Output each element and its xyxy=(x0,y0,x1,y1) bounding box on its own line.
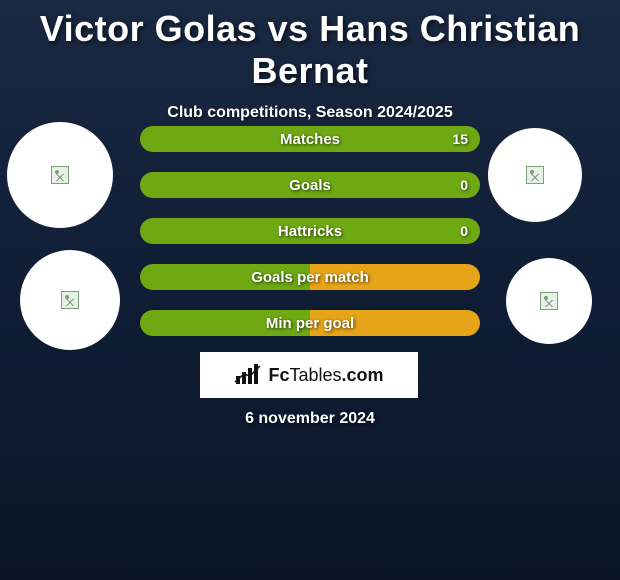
stat-bar: Hattricks 0 xyxy=(140,218,480,244)
stat-value-right: 15 xyxy=(452,126,468,152)
stat-value-right: 0 xyxy=(460,172,468,198)
image-placeholder-icon xyxy=(51,166,69,184)
stat-label: Matches xyxy=(280,131,340,148)
player2-photo xyxy=(488,128,582,222)
stat-label: Goals per match xyxy=(251,269,369,286)
stat-label: Hattricks xyxy=(278,223,342,240)
generation-date: 6 november 2024 xyxy=(0,410,620,428)
image-placeholder-icon xyxy=(540,292,558,310)
image-placeholder-icon xyxy=(61,291,79,309)
stat-label: Goals xyxy=(289,177,331,194)
bars-chart-icon xyxy=(234,364,262,386)
stat-label: Min per goal xyxy=(266,315,354,332)
brand-text: FcTables.com xyxy=(268,365,383,386)
player1-club-logo xyxy=(20,250,120,350)
page-title: Victor Golas vs Hans Christian Bernat xyxy=(0,0,620,92)
infographic-root: Victor Golas vs Hans Christian Bernat Cl… xyxy=(0,0,620,580)
image-placeholder-icon xyxy=(526,166,544,184)
stat-value-right: 0 xyxy=(460,218,468,244)
stat-bar: Goals 0 xyxy=(140,172,480,198)
page-subtitle: Club competitions, Season 2024/2025 xyxy=(0,104,620,122)
stats-bars: Matches 15 Goals 0 Hattricks 0 Goals per match… xyxy=(140,126,480,356)
stat-bar: Goals per match xyxy=(140,264,480,290)
brand-box: FcTables.com xyxy=(200,352,418,398)
brand-strong: Fc xyxy=(268,365,289,385)
player1-photo xyxy=(7,122,113,228)
brand-light: Tables xyxy=(289,365,341,385)
player2-club-logo xyxy=(506,258,592,344)
stat-bar: Matches 15 xyxy=(140,126,480,152)
stat-bar: Min per goal xyxy=(140,310,480,336)
brand-suffix: .com xyxy=(342,365,384,385)
